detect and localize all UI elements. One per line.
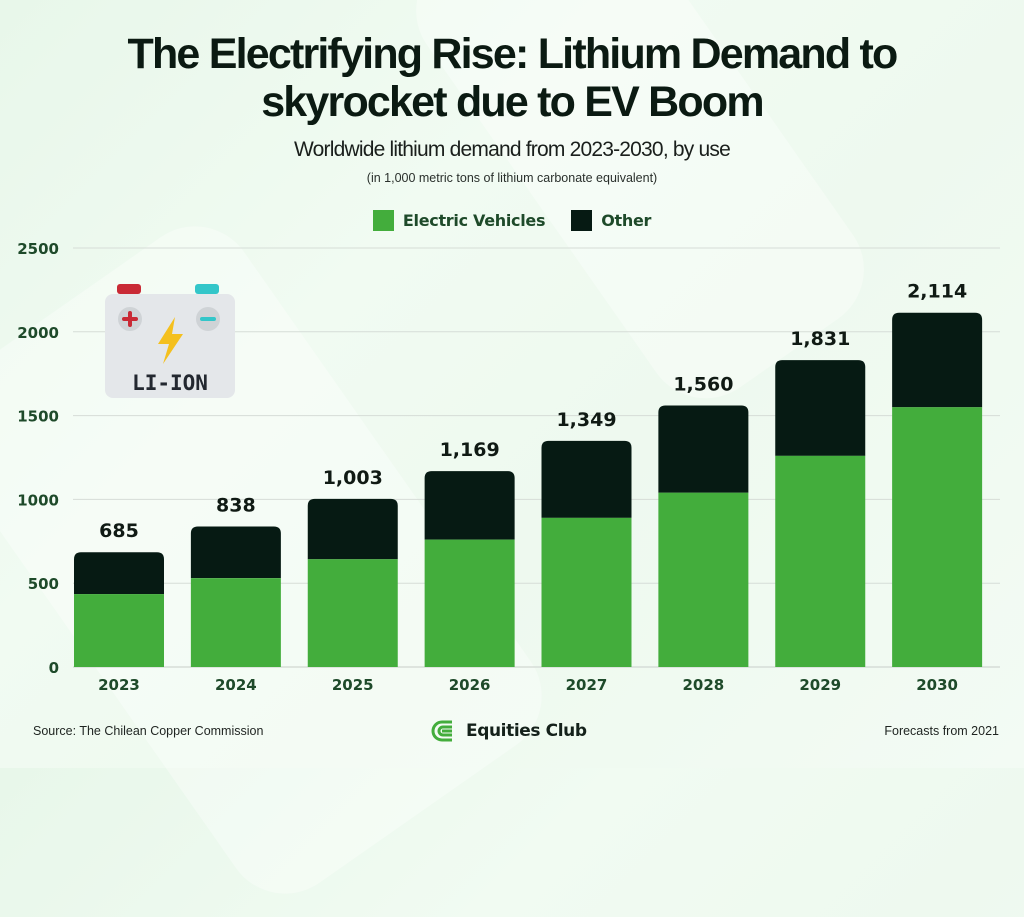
lightning-icon xyxy=(158,317,183,364)
bar-segment-other xyxy=(190,526,281,579)
y-tick-label: 500 xyxy=(28,575,59,593)
x-tick-label: 2025 xyxy=(332,676,374,694)
bar-segment-other xyxy=(307,498,398,560)
y-tick-label: 1000 xyxy=(17,491,59,509)
bar-segment-ev xyxy=(190,578,281,667)
bar-segment-ev xyxy=(658,492,749,667)
units-note: (in 1,000 metric tons of lithium carbona… xyxy=(366,171,658,185)
bar-segment-ev xyxy=(74,594,164,667)
bar-segment-ev xyxy=(424,539,515,667)
total-data-label: 1,560 xyxy=(673,374,733,396)
legend-item-ev: Electric Vehicles xyxy=(372,210,546,231)
y-tick-label: 1500 xyxy=(17,408,59,426)
x-tick-label: 2024 xyxy=(215,676,257,694)
chart-title: The Electrifying Rise: Lithium Demand to… xyxy=(0,30,1024,126)
bar-segment-ev xyxy=(307,559,398,667)
bar-segment-other xyxy=(74,552,164,595)
stacked-bar-chart: 0 500 1000 1500 2000 2500 685 2023 838 2024 1,003 2… xyxy=(17,240,1000,694)
equities-club-logo-icon xyxy=(431,720,452,742)
total-data-label: 1,349 xyxy=(556,409,616,431)
positive-terminal xyxy=(117,284,141,294)
legend-item-other: Other xyxy=(571,210,651,231)
title-line-2: skyrocket due to EV Boom xyxy=(261,78,764,126)
negative-terminal xyxy=(195,284,219,294)
forecast-note: Forecasts from 2021 xyxy=(884,724,999,738)
bar-segment-other xyxy=(424,471,515,540)
total-data-label: 1,831 xyxy=(790,328,850,350)
x-tick-label: 2028 xyxy=(683,676,725,694)
x-tick-label: 2023 xyxy=(98,676,140,694)
brand-name: Equities Club xyxy=(466,721,587,741)
y-tick-label: 0 xyxy=(49,659,59,677)
x-tick-label: 2026 xyxy=(449,676,491,694)
y-tick-label: 2500 xyxy=(17,240,59,258)
total-data-label: 838 xyxy=(216,495,256,517)
total-data-label: 1,003 xyxy=(323,467,383,489)
battery-label: LI-ION xyxy=(132,371,208,395)
x-tick-label: 2029 xyxy=(799,676,841,694)
x-tick-label: 2027 xyxy=(566,676,608,694)
legend-label-other: Other xyxy=(601,211,652,230)
source-note: Source: The Chilean Copper Commission xyxy=(33,724,264,738)
title-line-1: The Electrifying Rise: Lithium Demand to xyxy=(127,30,899,78)
legend-swatch-other xyxy=(571,210,593,231)
total-data-label: 1,169 xyxy=(440,439,500,461)
total-data-label: 685 xyxy=(99,520,139,542)
bar-segment-ev xyxy=(541,517,632,667)
legend-swatch-ev xyxy=(372,210,394,231)
legend: Electric Vehicles Other xyxy=(0,210,1024,231)
plus-icon xyxy=(122,311,138,327)
bar-segment-ev xyxy=(775,455,866,667)
bar-segment-other xyxy=(775,360,866,456)
brand-logo: Equities Club xyxy=(430,719,587,743)
total-data-label: 2,114 xyxy=(907,281,967,303)
x-tick-label: 2030 xyxy=(916,676,958,694)
chart-subtitle: Worldwide lithium demand from 2023-2030,… xyxy=(294,138,731,161)
bar-segment-ev xyxy=(892,407,983,667)
bar-segment-other xyxy=(892,312,983,408)
battery-icon: LI-ION xyxy=(105,284,235,398)
y-tick-label: 2000 xyxy=(17,324,59,342)
legend-label-ev: Electric Vehicles xyxy=(402,211,546,230)
bar-segment-other xyxy=(658,405,749,493)
bar-segment-other xyxy=(541,440,632,518)
